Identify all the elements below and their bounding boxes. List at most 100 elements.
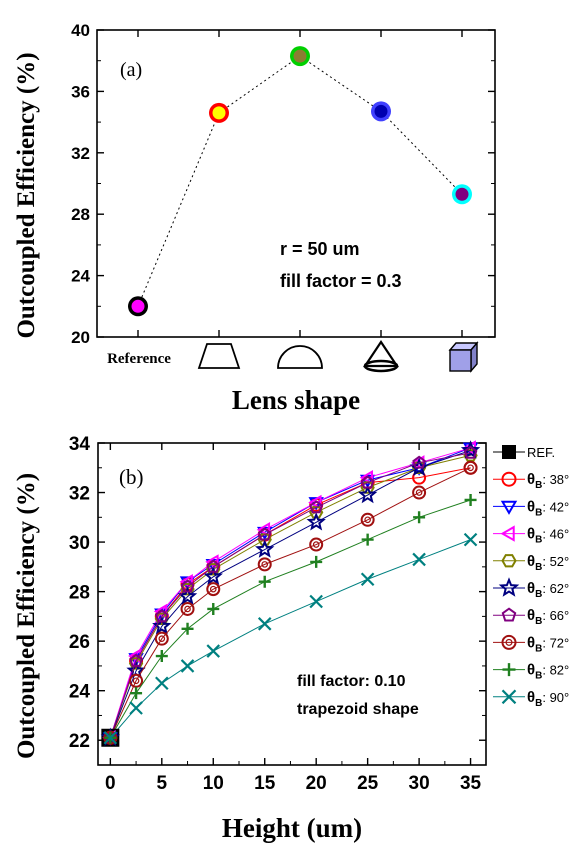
data-point xyxy=(206,559,221,573)
legend-theta: θ xyxy=(527,526,535,543)
legend-subscript: B xyxy=(535,616,542,627)
data-point xyxy=(455,187,469,201)
annotation-a-line1: r = 50 um xyxy=(280,239,360,259)
y-tick-label-b: 30 xyxy=(69,533,90,554)
series-62-deg xyxy=(109,440,481,738)
data-point xyxy=(180,659,195,673)
data-point-inner xyxy=(364,516,371,524)
legend-marker xyxy=(498,577,520,597)
data-point xyxy=(309,500,324,514)
data-point xyxy=(360,475,375,489)
legend-marker xyxy=(502,663,516,677)
legend-subscript: B xyxy=(535,480,542,491)
data-point xyxy=(207,602,220,615)
x-axis-title-a: Lens shape xyxy=(232,385,360,415)
series-line xyxy=(109,539,471,739)
legend-subscript: B xyxy=(535,698,542,709)
x-tick-label-b: 25 xyxy=(357,773,379,794)
legend-angle: : 82° xyxy=(542,663,569,678)
data-point xyxy=(130,687,143,700)
legend-marker xyxy=(501,471,517,487)
y-tick-label-b: 24 xyxy=(69,682,91,703)
data-point-inner xyxy=(261,561,269,568)
cube-icon xyxy=(448,341,479,373)
data-point xyxy=(412,455,426,469)
legend-theta: θ xyxy=(527,553,535,570)
x-tick-label-b: 10 xyxy=(203,773,224,794)
data-point xyxy=(309,506,324,519)
data-point-inner xyxy=(415,489,423,496)
legend-label: θB: 42° xyxy=(527,498,569,518)
data-point xyxy=(306,512,326,531)
data-point-inner xyxy=(158,635,166,642)
data-point xyxy=(359,469,373,486)
plot-frame-b xyxy=(97,442,487,766)
data-point-inner xyxy=(209,585,217,593)
data-point xyxy=(154,631,169,646)
legend-angle: : 72° xyxy=(542,635,569,650)
y-tick-label-b: 28 xyxy=(69,583,90,604)
legend-item: θB: 82° xyxy=(493,662,569,682)
y-tick-label-a: 24 xyxy=(71,267,90,286)
legend-theta: θ xyxy=(527,580,535,597)
legend-item: θB: 52° xyxy=(493,553,569,573)
y-tick-label-b: 34 xyxy=(69,434,91,455)
legend-label: θB: 38° xyxy=(527,471,569,491)
legend-label: θB: 72° xyxy=(527,634,569,654)
series-82-deg xyxy=(109,493,477,739)
legend-label: θB: 82° xyxy=(527,662,569,682)
data-point xyxy=(257,527,272,541)
x-tick-label-b: 5 xyxy=(157,773,168,794)
data-point xyxy=(129,701,143,715)
data-point-outer xyxy=(154,631,169,646)
data-point xyxy=(258,575,271,588)
annotation-b-line1: fill factor: 0.10 xyxy=(297,673,406,690)
data-point xyxy=(203,566,223,585)
data-point xyxy=(257,557,272,572)
data-point-inner xyxy=(312,541,320,548)
cone-body xyxy=(362,340,400,368)
data-point xyxy=(360,512,375,527)
legend-theta: θ xyxy=(527,607,535,624)
data-point-outer xyxy=(360,512,375,527)
legend-angle: : 38° xyxy=(542,472,569,487)
y-tick-label-b: 32 xyxy=(69,484,90,505)
legend-marker-inner xyxy=(505,638,513,646)
series-line xyxy=(109,467,471,738)
legend-subscript: B xyxy=(535,535,542,546)
data-point xyxy=(206,582,221,597)
legend-theta: θ xyxy=(527,471,535,488)
data-point-outer xyxy=(257,557,272,572)
legend-marker xyxy=(501,554,517,568)
data-point xyxy=(309,594,323,609)
y-tick-label-a: 36 xyxy=(71,82,90,101)
panel-label-b: (b) xyxy=(119,465,144,489)
legend-theta: θ xyxy=(527,498,535,515)
y-tick-label-a: 32 xyxy=(71,144,90,163)
data-point xyxy=(357,484,378,504)
data-point xyxy=(152,616,172,635)
data-point xyxy=(180,579,195,593)
series-90-deg xyxy=(109,532,478,739)
data-point xyxy=(464,493,477,506)
series-66-deg xyxy=(109,445,478,738)
annotation-a-line2: fill factor = 0.3 xyxy=(280,271,402,291)
data-point-outer xyxy=(206,582,221,597)
panel-a: 20 24 28 32 36 40 (a) r = 50 um fill factor = 0.… xyxy=(13,21,496,415)
data-point xyxy=(413,511,426,524)
series-line xyxy=(109,447,471,738)
x-axis-title-b: Height (um) xyxy=(222,813,362,843)
y-tick-label-b: 26 xyxy=(69,632,90,653)
series-line-a xyxy=(137,55,463,307)
data-point-outer xyxy=(412,485,427,500)
data-point xyxy=(463,445,478,459)
legend-theta: θ xyxy=(527,634,535,651)
y-tick-label-a: 40 xyxy=(71,21,90,40)
legend-theta: θ xyxy=(527,689,535,706)
data-point-inner xyxy=(184,605,191,613)
data-point xyxy=(257,533,272,546)
series-line xyxy=(109,467,471,738)
data-point xyxy=(206,644,221,658)
data-point xyxy=(131,299,145,313)
data-point xyxy=(412,552,426,567)
